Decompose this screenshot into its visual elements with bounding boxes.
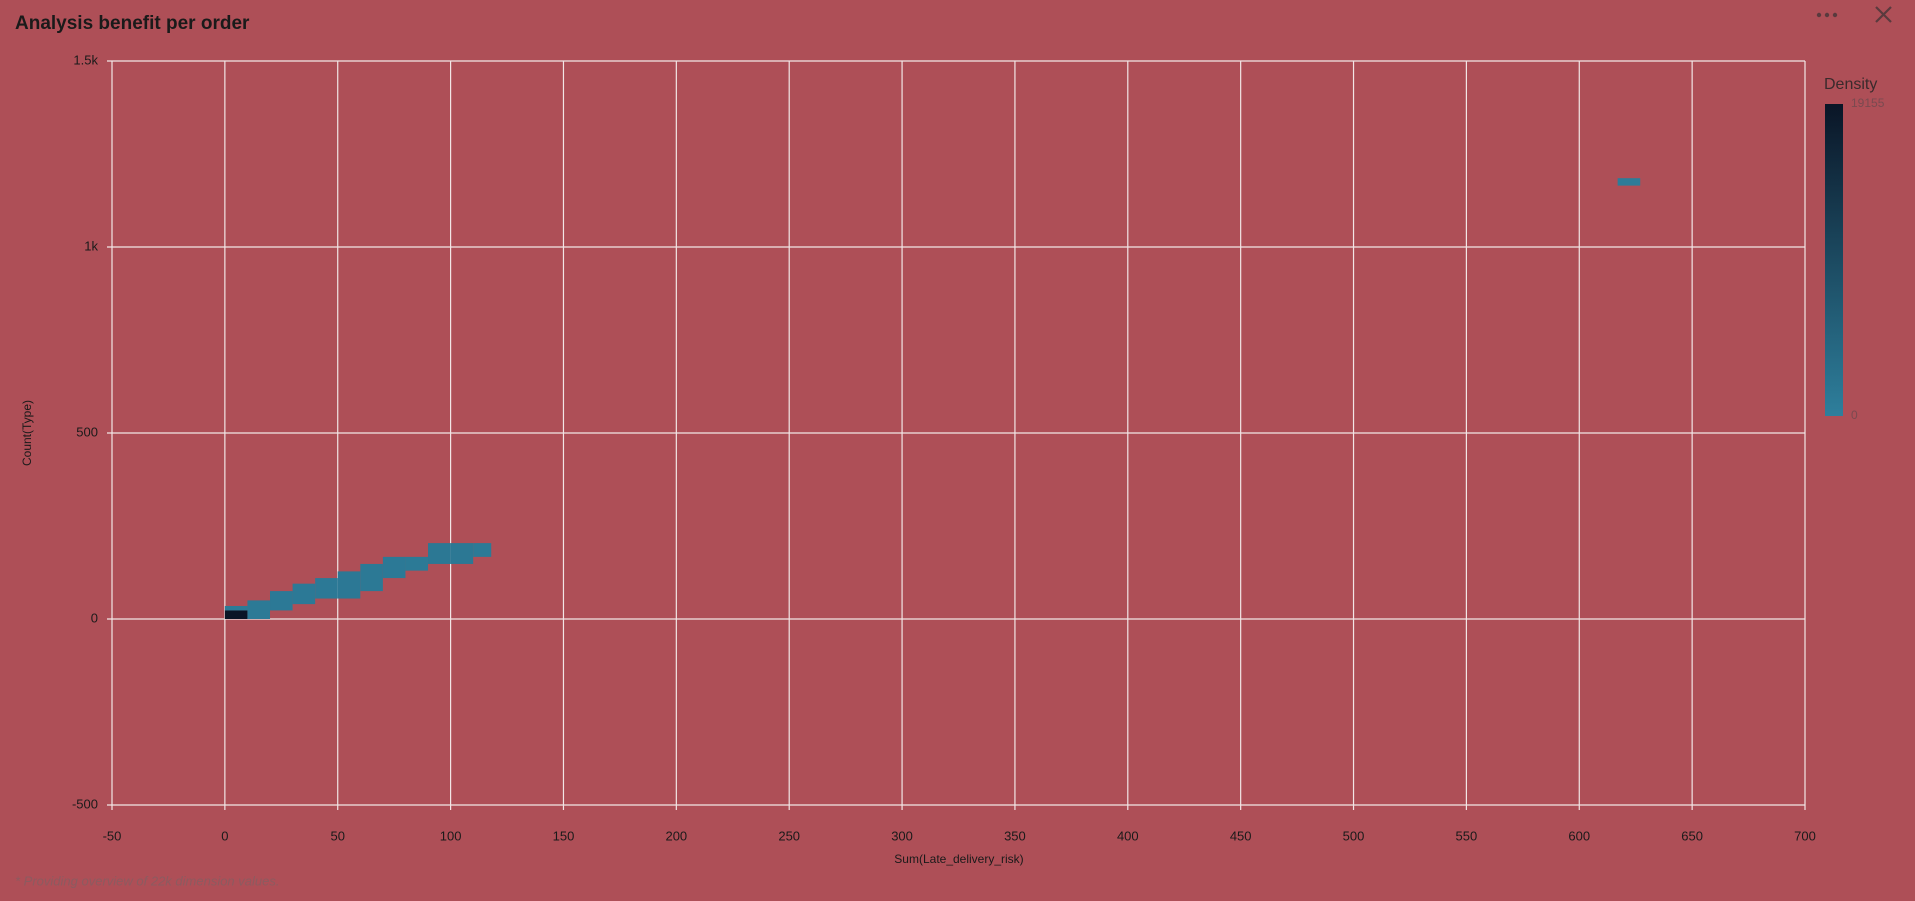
density-cell: [473, 543, 492, 557]
colorbar: [1825, 104, 1843, 416]
density-cell: [382, 556, 406, 579]
more-icon[interactable]: [1816, 12, 1838, 18]
x-tick-label: 500: [1343, 828, 1365, 843]
density-cell: [1617, 178, 1641, 186]
x-tick-label: 400: [1117, 828, 1139, 843]
x-tick-label: 350: [1004, 828, 1026, 843]
density-cell: [450, 543, 474, 564]
x-tick-label: 250: [778, 828, 800, 843]
y-axis-label: Count(Type): [20, 400, 34, 466]
colorbar-tick-label: 19155: [1851, 96, 1885, 110]
x-axis-label: Sum(Late_delivery_risk): [894, 852, 1023, 866]
x-tick-label: 600: [1568, 828, 1590, 843]
x-tick-label: 150: [553, 828, 575, 843]
density-cell: [247, 600, 271, 619]
y-tick-label: 1k: [84, 238, 98, 253]
x-tick-label: 300: [891, 828, 913, 843]
close-icon[interactable]: [1875, 6, 1892, 23]
x-tick-label: 100: [440, 828, 462, 843]
colorbar-tick-label: 0: [1851, 408, 1858, 422]
density-cell: [360, 563, 383, 592]
x-tick-label: 50: [330, 828, 344, 843]
y-tick-label: 0: [91, 610, 98, 625]
footnote: * Providing overview of 22k dimension va…: [15, 873, 279, 888]
y-tick-label: 500: [76, 424, 98, 439]
density-cell: [292, 583, 316, 605]
x-tick-label: 650: [1681, 828, 1703, 843]
density-cell: [224, 605, 248, 611]
density-cell: [405, 556, 429, 571]
x-tick-label: 0: [221, 828, 228, 843]
chart-title: Analysis benefit per order: [15, 13, 250, 34]
y-tick-label: -500: [72, 796, 98, 811]
x-tick-label: 550: [1456, 828, 1478, 843]
density-cell: [270, 591, 293, 611]
x-tick-label: -50: [103, 828, 122, 843]
x-tick-label: 200: [665, 828, 687, 843]
density-cell: [224, 610, 248, 619]
density-cell: [337, 571, 361, 599]
y-tick-label: 1.5k: [73, 52, 98, 67]
density-cell: [315, 578, 338, 599]
x-tick-label: 700: [1794, 828, 1816, 843]
x-tick-label: 450: [1230, 828, 1252, 843]
density-cell: [428, 543, 451, 564]
colorbar-title: Density: [1824, 76, 1877, 93]
